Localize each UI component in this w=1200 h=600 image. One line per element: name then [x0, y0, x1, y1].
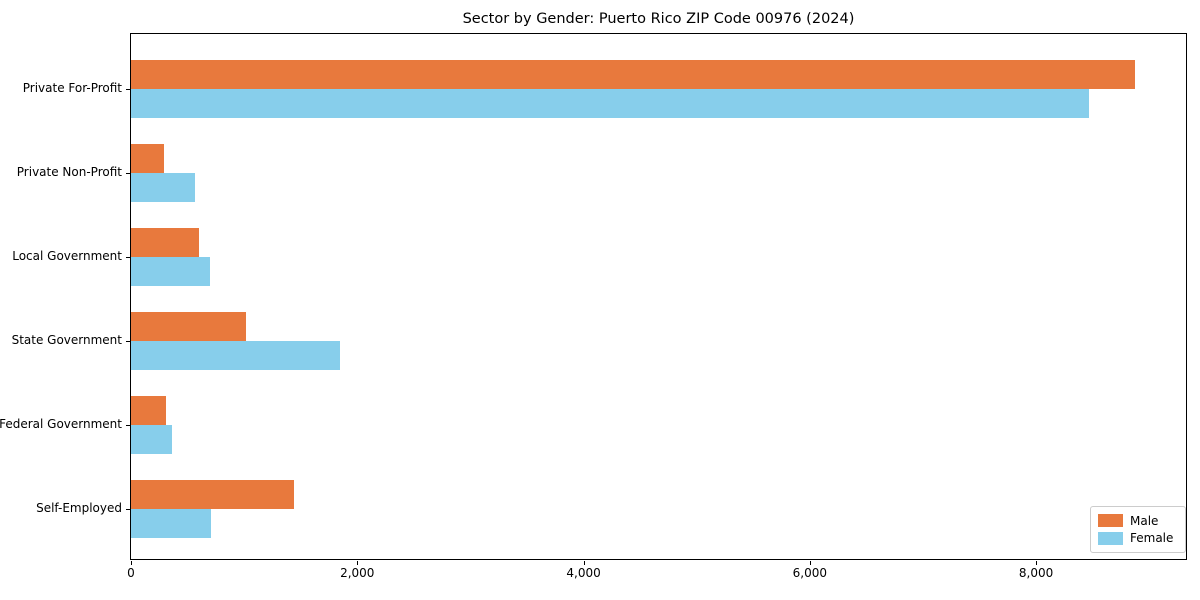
x-tick-mark	[809, 561, 811, 565]
legend-label: Male	[1130, 513, 1159, 528]
bar-female	[131, 509, 211, 538]
y-tick-mark	[126, 508, 130, 510]
x-tick-label: 8,000	[1018, 566, 1054, 580]
y-tick-label: Local Government	[12, 249, 122, 263]
x-tick-mark	[583, 561, 585, 565]
legend-swatch-female	[1098, 531, 1123, 545]
bar-male	[131, 144, 164, 173]
bar-female	[131, 173, 195, 202]
bar-male	[131, 312, 247, 341]
y-tick-label: Private For-Profit	[22, 81, 122, 95]
chart-title: Sector by Gender: Puerto Rico ZIP Code 0…	[462, 11, 855, 27]
bar-male	[131, 228, 199, 257]
y-tick-mark	[126, 172, 130, 174]
legend: Male Female	[1090, 506, 1186, 553]
x-tick-label: 6,000	[792, 566, 827, 580]
y-tick-mark	[126, 340, 130, 342]
y-tick-mark	[126, 88, 130, 90]
bar-female	[131, 425, 172, 454]
bar-female	[131, 341, 340, 370]
plot-area	[126, 33, 1187, 565]
x-tick-label: 0	[127, 566, 135, 580]
y-tick-mark	[126, 256, 130, 258]
bar-male	[131, 396, 167, 425]
bar-female	[131, 89, 1089, 118]
y-tick-mark	[126, 424, 130, 426]
legend-item-male: Male	[1098, 514, 1178, 528]
x-tick-label: 4,000	[566, 566, 601, 580]
y-tick-label: Federal Government	[0, 417, 122, 431]
legend-swatch-male	[1098, 514, 1123, 528]
x-tick-mark	[1036, 561, 1038, 565]
x-tick-label: 2,000	[340, 566, 375, 580]
y-tick-label: Private Non-Profit	[16, 165, 122, 179]
y-tick-label: Self-Employed	[36, 501, 122, 515]
legend-item-female: Female	[1098, 531, 1178, 545]
bar-female	[131, 257, 211, 286]
x-tick-mark	[131, 561, 132, 565]
x-tick-mark	[357, 561, 359, 565]
legend-label: Female	[1130, 531, 1174, 546]
bar-male	[131, 60, 1135, 89]
y-tick-label: State Government	[11, 333, 122, 347]
bar-male	[131, 480, 294, 509]
